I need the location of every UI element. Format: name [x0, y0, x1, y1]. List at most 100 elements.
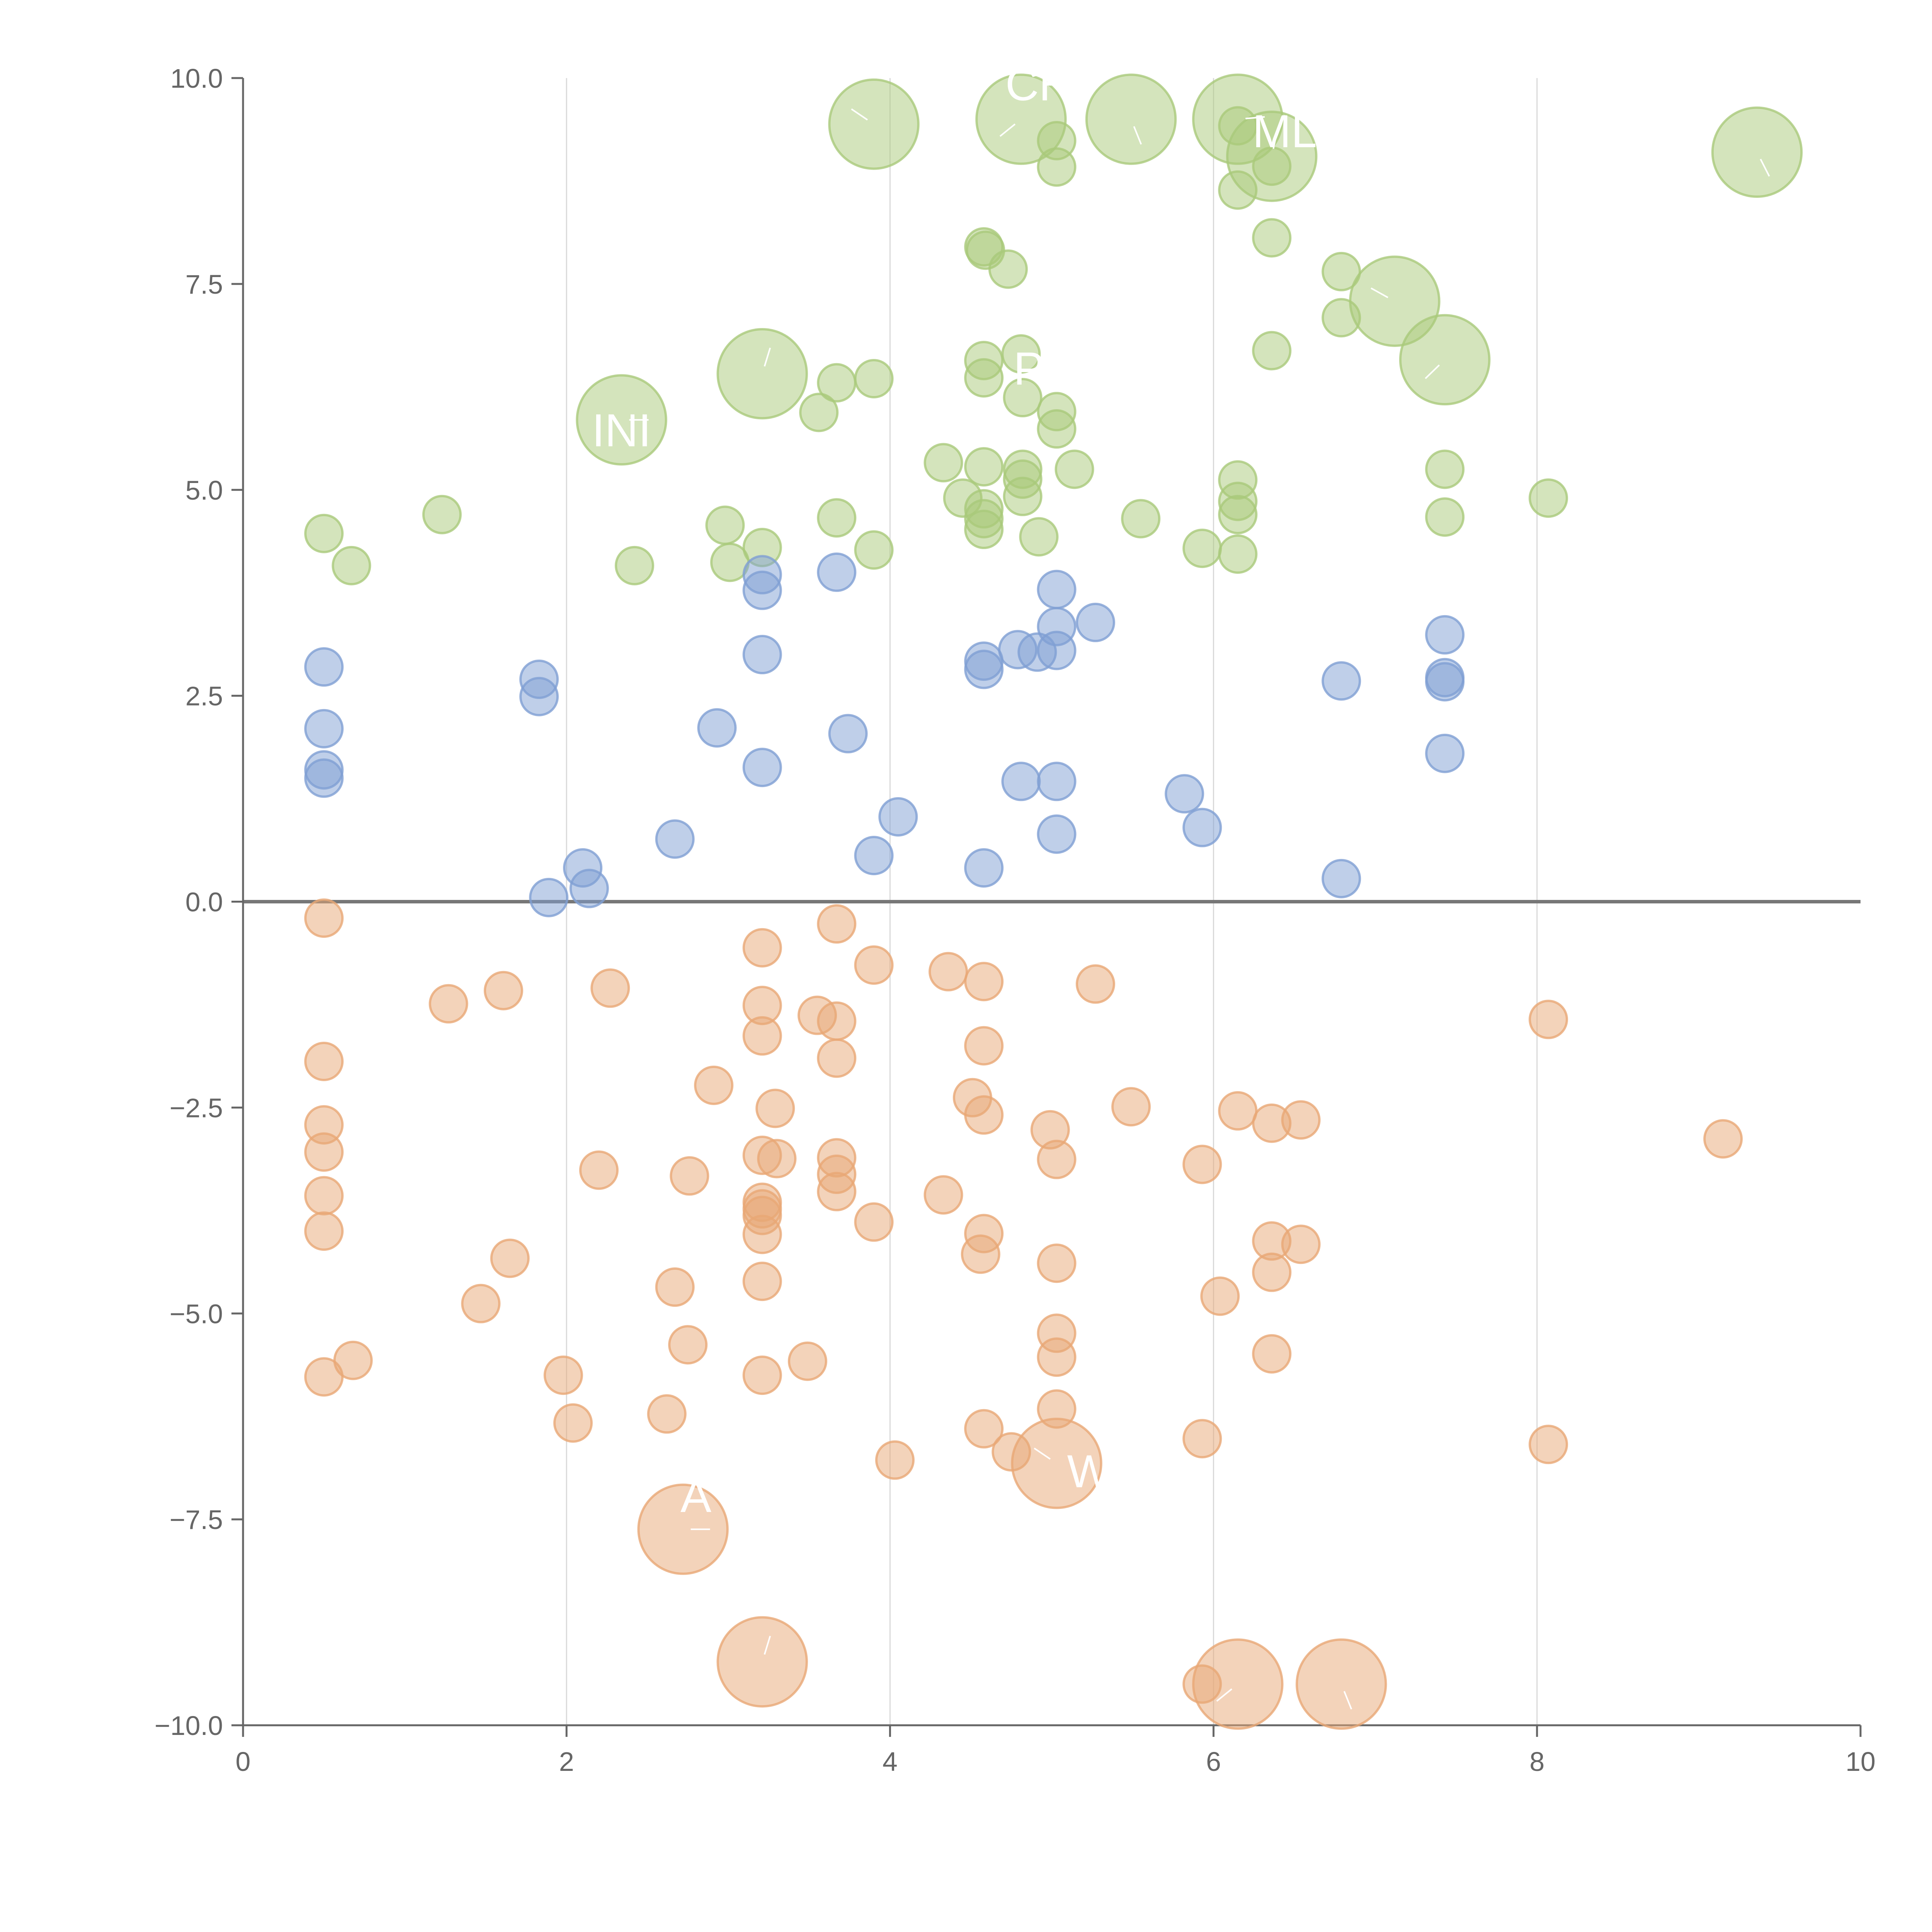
bubble-orange [757, 1139, 797, 1179]
y-tick-label: 0.0 [185, 887, 223, 917]
bubble-orange [1252, 1252, 1292, 1292]
bubble-orange [1111, 1087, 1151, 1127]
bubble-green [705, 505, 745, 545]
bubble-green [964, 358, 1004, 398]
bubble-green [964, 510, 1004, 549]
bubble-blue [878, 797, 918, 837]
bubble-orange [817, 1001, 857, 1041]
bubble-green [1037, 147, 1077, 187]
bubble-orange [304, 1132, 344, 1172]
bubble-orange [490, 1238, 530, 1278]
bubble-orange [964, 1095, 1004, 1135]
bubble-orange [1529, 1425, 1568, 1464]
bubble-green [1182, 529, 1222, 568]
x-tick-label: 4 [883, 1747, 898, 1777]
bubble-labels: CH ML INI P. W A [592, 59, 1770, 1710]
bubble-label: INI [592, 405, 651, 456]
y-tick-label: 10.0 [170, 63, 223, 94]
axes: 10.0 7.5 5.0 2.5 0.0 −2.5 −5.0 −7.5 −10.0 0 2 4 6 8 10 [155, 63, 1876, 1777]
bubble-orange [1076, 964, 1116, 1004]
bubble-orange [742, 1214, 782, 1254]
bubble-green [1252, 331, 1292, 371]
bubble-blue [1425, 615, 1465, 655]
x-tick-label: 6 [1206, 1747, 1221, 1777]
bubble-orange [1037, 1243, 1077, 1283]
label-leader [1216, 1688, 1233, 1702]
x-tick-label: 2 [559, 1747, 574, 1777]
bubble-orange [964, 962, 1004, 1002]
bubble-blue [697, 708, 737, 748]
bubble-orange [1037, 1337, 1077, 1377]
bubble-green [975, 73, 1067, 165]
bubble-orange [655, 1267, 695, 1307]
bubble-blue [1182, 808, 1222, 847]
bubble-green [1085, 73, 1177, 165]
bubble-orange [1281, 1100, 1321, 1140]
bubble-orange [694, 1065, 734, 1105]
bubble-green [1003, 476, 1043, 516]
bubble-green [332, 546, 371, 585]
bubble-green [988, 249, 1028, 289]
bubble-blue [529, 878, 569, 917]
bubble-orange [742, 1262, 782, 1301]
bubble-blue [569, 869, 609, 908]
bubble-orange [742, 1016, 782, 1056]
label-leader [1760, 158, 1770, 177]
label-leader [1245, 116, 1265, 119]
bubble-blue [1425, 662, 1465, 702]
bubble-green [799, 393, 839, 432]
bubble-green [1218, 534, 1258, 574]
bubble-orange [817, 904, 857, 944]
y-tick-label: 7.5 [185, 269, 223, 299]
bubble-orange [647, 1394, 687, 1434]
bubble-orange [1281, 1225, 1321, 1264]
bubble-orange [461, 1284, 501, 1323]
bubble-orange [961, 1234, 1000, 1274]
bubble-blue [1076, 602, 1116, 642]
bubble-green [1226, 111, 1318, 202]
bubble-blue [1321, 859, 1361, 898]
bubble-blue [1037, 631, 1077, 670]
bubble-blue [742, 570, 782, 610]
bubble-label: CH [1005, 59, 1072, 111]
bubble-green [964, 447, 1004, 487]
bubble-green [1349, 255, 1440, 347]
bubble-orange [1182, 1419, 1222, 1459]
bubble-green [1121, 499, 1161, 539]
bubble-orange [716, 1616, 808, 1708]
bubble-orange [304, 1211, 344, 1251]
bubble-label: ML [1252, 105, 1317, 157]
bubble-blue [817, 552, 857, 592]
bubble-green [1037, 409, 1077, 449]
bubble-green [1001, 334, 1041, 374]
bubble-green [817, 498, 857, 538]
bubble-green [854, 530, 894, 570]
bubble-orange [1252, 1334, 1292, 1374]
bubble-orange [929, 952, 968, 992]
label-leader [764, 1636, 771, 1655]
label-leader [1133, 126, 1142, 145]
bubble-green [304, 514, 344, 553]
bubble-blue [742, 635, 782, 675]
y-tick-label: −5.0 [170, 1299, 223, 1329]
bubble-orange [304, 1042, 344, 1082]
bubble-green [923, 443, 963, 483]
bubble-orange [333, 1340, 373, 1380]
label-leader [851, 108, 868, 121]
bubble-orange [742, 1355, 782, 1395]
bubble-orange [964, 1409, 1004, 1449]
x-tick-label: 0 [236, 1747, 251, 1777]
bubble-label: P. [1014, 343, 1051, 395]
bubble-green [828, 78, 920, 170]
bubble-orange [543, 1355, 583, 1395]
bubble-green [1003, 378, 1043, 418]
bubble-orange [304, 898, 344, 938]
bubble-green [854, 359, 894, 398]
bubble-orange [1529, 1000, 1568, 1039]
bubble-orange [817, 1038, 857, 1078]
bubble-orange [637, 1483, 729, 1575]
bubble-green [1425, 497, 1465, 537]
bubble-green [1252, 218, 1292, 258]
bubble-green [716, 328, 808, 420]
